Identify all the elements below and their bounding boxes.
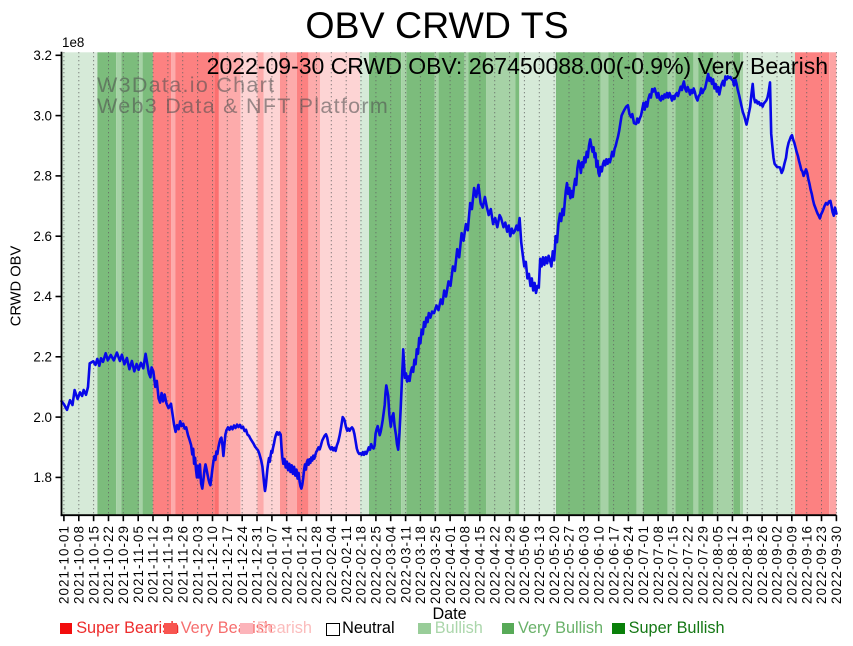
svg-text:2.4: 2.4 (33, 289, 52, 304)
svg-text:2022-02-11: 2022-02-11 (339, 525, 354, 603)
svg-text:2022-05-27: 2022-05-27 (562, 525, 577, 604)
svg-text:2022-09-30: 2022-09-30 (829, 525, 844, 604)
svg-text:2022-03-18: 2022-03-18 (413, 525, 428, 604)
svg-text:2022-03-11: 2022-03-11 (398, 525, 413, 603)
svg-text:2022-01-07: 2022-01-07 (265, 525, 280, 604)
svg-text:2021-10-08: 2021-10-08 (72, 525, 87, 604)
svg-text:2022-01-14: 2022-01-14 (279, 525, 294, 604)
svg-text:2021-12-03: 2021-12-03 (190, 525, 205, 604)
svg-text:2.8: 2.8 (33, 169, 52, 184)
svg-text:2021-11-26: 2021-11-26 (175, 525, 190, 603)
svg-text:2022-05-06: 2022-05-06 (517, 525, 532, 604)
svg-text:2022-06-17: 2022-06-17 (606, 525, 621, 604)
svg-text:2.0: 2.0 (33, 410, 52, 425)
svg-text:2022-07-29: 2022-07-29 (695, 525, 710, 604)
svg-text:2022-09-16: 2022-09-16 (799, 525, 814, 604)
svg-text:2022-03-04: 2022-03-04 (383, 525, 398, 604)
svg-text:2022-02-04: 2022-02-04 (324, 525, 339, 604)
svg-text:2022-08-12: 2022-08-12 (725, 525, 740, 604)
svg-text:2021-10-29: 2021-10-29 (116, 525, 131, 604)
svg-text:2022-07-22: 2022-07-22 (681, 525, 696, 604)
svg-text:2022-05-13: 2022-05-13 (532, 525, 547, 604)
svg-text:1e8: 1e8 (62, 35, 84, 50)
svg-text:2021-12-24: 2021-12-24 (235, 525, 250, 604)
svg-text:2022-05-20: 2022-05-20 (547, 525, 562, 604)
svg-text:2021-11-19: 2021-11-19 (161, 525, 176, 603)
svg-text:2.2: 2.2 (33, 350, 52, 365)
svg-text:2022-07-15: 2022-07-15 (666, 525, 681, 604)
svg-text:2022-02-18: 2022-02-18 (354, 525, 369, 604)
svg-text:2021-12-31: 2021-12-31 (250, 525, 265, 604)
svg-text:2022-09-09: 2022-09-09 (785, 525, 800, 604)
svg-text:2022-01-21: 2022-01-21 (294, 525, 309, 604)
svg-text:2022-04-15: 2022-04-15 (473, 525, 488, 604)
svg-text:2021-12-17: 2021-12-17 (220, 525, 235, 604)
svg-text:2022-09-23: 2022-09-23 (814, 525, 829, 604)
svg-text:2022-04-29: 2022-04-29 (502, 525, 517, 604)
svg-text:3.2: 3.2 (33, 48, 52, 63)
svg-text:2022-06-10: 2022-06-10 (591, 525, 606, 604)
svg-text:2022-06-24: 2022-06-24 (621, 525, 636, 604)
svg-text:2022-04-01: 2022-04-01 (443, 525, 458, 604)
svg-text:2021-11-12: 2021-11-12 (146, 525, 161, 603)
svg-text:2021-10-15: 2021-10-15 (86, 525, 101, 604)
svg-text:2022-03-25: 2022-03-25 (428, 525, 443, 604)
svg-text:2022-04-22: 2022-04-22 (487, 525, 502, 604)
svg-text:2022-07-08: 2022-07-08 (651, 525, 666, 604)
svg-text:2022-08-26: 2022-08-26 (755, 525, 770, 604)
svg-text:3.0: 3.0 (33, 108, 52, 123)
svg-text:2022-08-05: 2022-08-05 (710, 525, 725, 604)
svg-text:2022-06-03: 2022-06-03 (577, 525, 592, 604)
svg-text:2022-01-28: 2022-01-28 (309, 525, 324, 604)
svg-text:2.6: 2.6 (33, 229, 52, 244)
svg-text:2021-12-10: 2021-12-10 (205, 525, 220, 604)
svg-text:2022-08-19: 2022-08-19 (740, 525, 755, 604)
svg-text:2022-07-01: 2022-07-01 (636, 525, 651, 604)
svg-text:2022-04-08: 2022-04-08 (458, 525, 473, 604)
svg-text:2022-02-25: 2022-02-25 (369, 525, 384, 604)
svg-text:2021-10-22: 2021-10-22 (101, 525, 116, 604)
svg-text:2021-11-05: 2021-11-05 (131, 525, 146, 603)
svg-text:2021-10-01: 2021-10-01 (57, 525, 72, 604)
svg-text:CRWD OBV: CRWD OBV (9, 246, 25, 327)
svg-text:2022-09-02: 2022-09-02 (770, 525, 785, 604)
svg-text:1.8: 1.8 (33, 470, 52, 485)
